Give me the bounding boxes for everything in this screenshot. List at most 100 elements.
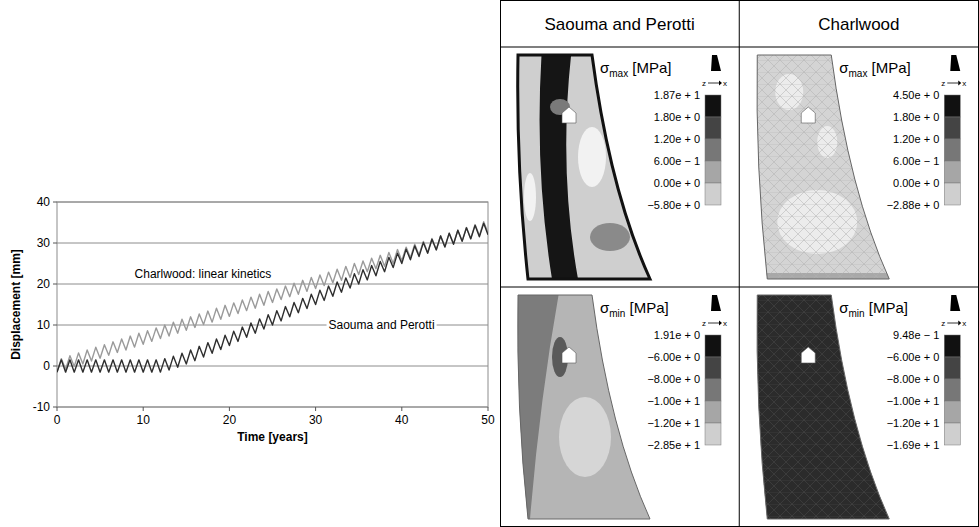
table-rule — [739, 0, 740, 527]
x-tick-label: 0 — [54, 413, 61, 427]
series-label-group: Charlwood: linear kinetics — [133, 267, 274, 281]
x-tick-label: 40 — [395, 413, 409, 427]
mesh — [739, 287, 909, 527]
scale-label: −1.20e + 1 — [887, 417, 940, 429]
scale-label: −8.00e + 0 — [647, 373, 700, 385]
scale-swatch — [705, 117, 721, 139]
scale-swatch — [705, 161, 721, 183]
axis-indicator: z — [702, 319, 706, 328]
contour — [578, 127, 606, 187]
dam-outline — [518, 295, 650, 519]
title-subscript: min — [849, 308, 865, 319]
dam-outline — [757, 295, 889, 519]
y-tick-label: 40 — [37, 195, 51, 209]
axis-arrow — [947, 323, 958, 324]
scale-swatch — [944, 139, 960, 161]
y-tick-label: 30 — [37, 236, 51, 250]
x-tick-label: 10 — [137, 413, 151, 427]
gallery — [562, 347, 576, 363]
y-axis-title: Displacement [mm] — [9, 249, 23, 360]
contour — [540, 47, 578, 279]
contour — [739, 47, 909, 287]
scale-swatch — [944, 183, 960, 205]
contour — [559, 397, 611, 477]
x-tick — [143, 407, 144, 411]
scale-label: 1.80e + 0 — [654, 111, 700, 123]
scale-label: 9.48e − 1 — [893, 329, 939, 341]
y-tick — [53, 284, 57, 285]
panel-title: σmax [MPa] — [600, 59, 672, 79]
plot-frame — [57, 202, 488, 407]
grid-line — [57, 284, 488, 285]
contour — [500, 47, 670, 287]
contour-group — [500, 47, 670, 287]
scale-label: 0.00e + 0 — [654, 177, 700, 189]
plot-area — [57, 202, 488, 407]
series-line — [57, 222, 488, 372]
scale-label: 0.00e + 0 — [893, 177, 939, 189]
axis-arrow — [947, 83, 958, 84]
scale-label: 1.20e + 0 — [654, 133, 700, 145]
gallery — [801, 347, 815, 363]
scale-swatch — [944, 357, 960, 379]
axis-indicator: x — [723, 79, 727, 88]
contour-group — [739, 287, 909, 527]
scale-swatch — [705, 423, 721, 445]
axis-indicator: x — [962, 79, 966, 88]
title-subscript: max — [609, 68, 628, 79]
gallery — [801, 107, 815, 123]
contour — [739, 287, 909, 527]
y-tick-label: -10 — [33, 400, 51, 414]
stress-panel: σmin [MPa] z x 9.48e − 1 −6.00e + 0 −8.00e + … — [739, 287, 966, 527]
x-axis-title: Time [years] — [237, 430, 307, 444]
table-frame — [501, 1, 979, 527]
scale-label: 1.91e + 0 — [654, 329, 700, 341]
x-tick — [229, 407, 230, 411]
axis-arrow — [708, 323, 719, 324]
scale-swatch — [705, 379, 721, 401]
dam-outline — [518, 55, 650, 279]
scale-swatch — [705, 139, 721, 161]
axis-arrow — [708, 83, 719, 84]
scale-label: −1.00e + 1 — [887, 395, 940, 407]
series-label: Charlwood: linear kinetics — [135, 267, 272, 281]
axis-arrow — [958, 321, 961, 326]
y-tick-label: 20 — [37, 277, 51, 291]
scale-label: −6.00e + 0 — [887, 351, 940, 363]
scale-swatch — [705, 335, 721, 357]
scale-label: 4.50e + 0 — [893, 89, 939, 101]
label-patch — [133, 267, 274, 281]
dam-outline — [757, 55, 889, 279]
scale-label: −5.80e + 0 — [647, 199, 700, 211]
scale-label: −6.00e + 0 — [647, 351, 700, 363]
scale-label: −1.20e + 1 — [647, 417, 700, 429]
panel-title: σmin [MPa] — [839, 299, 908, 319]
title-unit: [MPa] — [865, 299, 908, 316]
scale-swatch — [944, 161, 960, 183]
scale-label: 1.20e + 0 — [893, 133, 939, 145]
x-tick-label: 50 — [481, 413, 495, 427]
axis-indicator: z — [941, 319, 945, 328]
orientation-icon — [950, 55, 960, 71]
scale-label: 1.80e + 0 — [893, 111, 939, 123]
stress-table: Saouma and Perotti Charlwood σmax [MPa] z x 1… — [500, 0, 979, 527]
scale-swatch — [944, 401, 960, 423]
axis-indicator: z — [941, 79, 945, 88]
axis-indicator: x — [723, 319, 727, 328]
mesh — [739, 47, 909, 287]
y-tick-label: 10 — [37, 318, 51, 332]
line-chart: -1001020304001020304050Time [years]Displ… — [9, 195, 495, 444]
y-tick — [53, 325, 57, 326]
title-unit: [MPa] — [628, 59, 671, 76]
axis-indicator: x — [962, 319, 966, 328]
scale-label: −8.00e + 0 — [887, 373, 940, 385]
stress-panel: σmax [MPa]zx4.50e + 01.80e + 01.20e + 06… — [739, 47, 966, 287]
column-header: Charlwood — [818, 15, 899, 34]
series-label-group: Saouma and Perotti — [327, 318, 437, 332]
orientation-icon — [711, 295, 721, 311]
column-header: Saouma and Perotti — [544, 15, 694, 34]
contour — [590, 223, 630, 251]
scale-swatch — [944, 335, 960, 357]
stress-panel: σmax [MPa]zx1.87e + 11.80e + 01.20e + 06… — [500, 47, 727, 287]
x-tick-label: 30 — [309, 413, 323, 427]
